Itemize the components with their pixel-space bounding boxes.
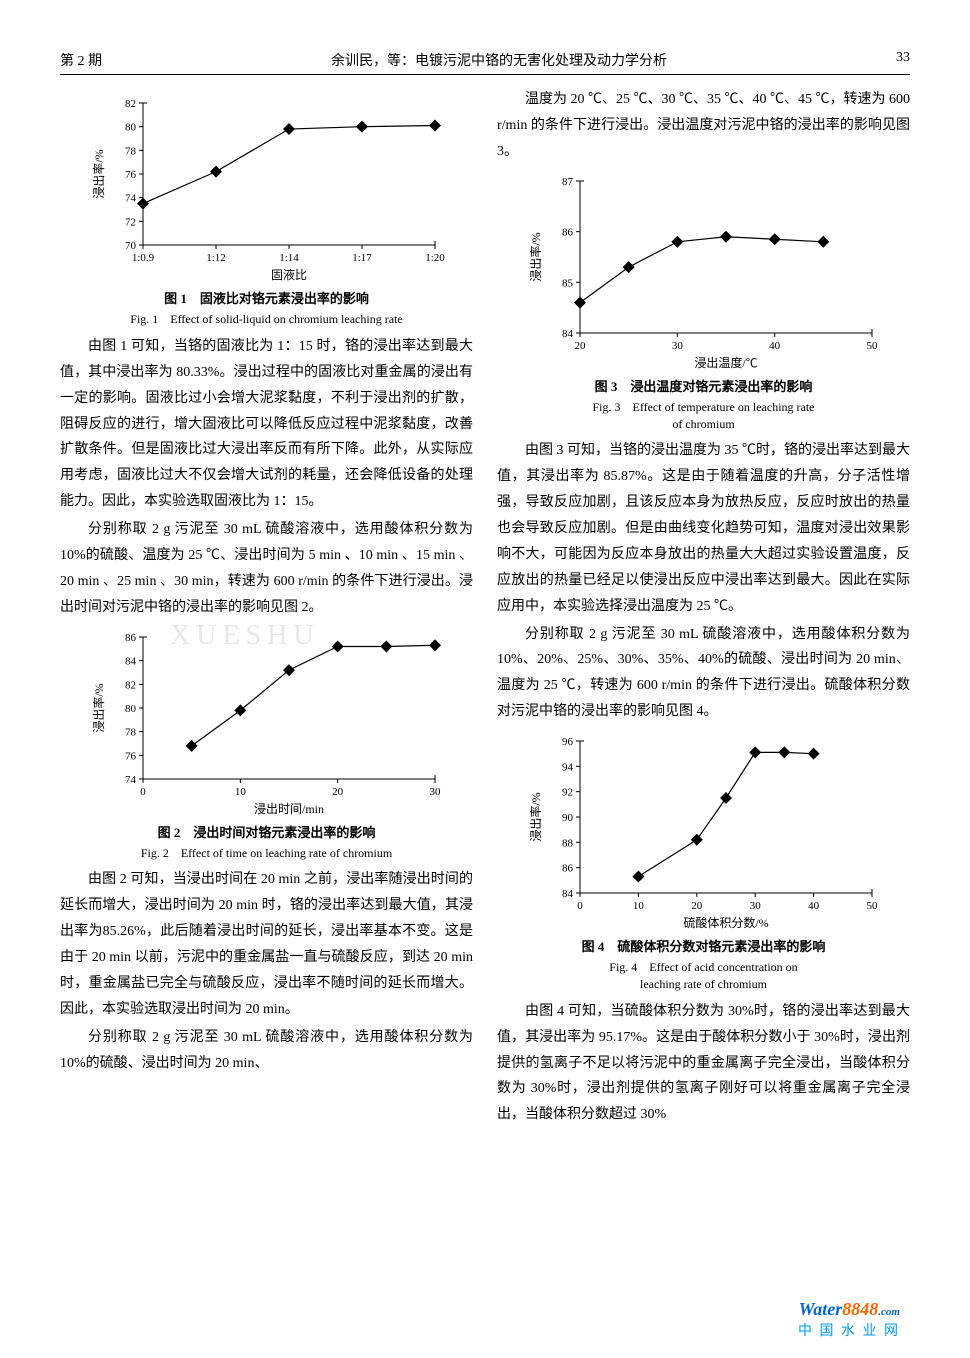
para-l2: 分别称取 2 g 污泥至 30 mL 硫酸溶液中，选用酸体积分数为 10%的硫酸… [60, 517, 473, 621]
chart4-title-en: Fig. 4 Effect of acid concentration onle… [497, 959, 910, 993]
svg-text:76: 76 [125, 750, 137, 762]
svg-text:1:14: 1:14 [279, 252, 299, 264]
chart-1: 70 72 74 76 78 80 82 1:0.9 1:12 1:14 1:17 1:20 固液比 浸出… [60, 93, 473, 328]
svg-text:92: 92 [562, 787, 573, 799]
svg-text:80: 80 [125, 122, 137, 134]
svg-text:40: 40 [769, 340, 781, 352]
wm-logo-1: Water [799, 1299, 843, 1319]
svg-text:80: 80 [125, 703, 137, 715]
svg-text:硫酸体积分数/%: 硫酸体积分数/% [683, 915, 768, 930]
svg-text:30: 30 [749, 900, 761, 912]
svg-text:1:0.9: 1:0.9 [131, 252, 154, 264]
svg-text:浸出率/%: 浸出率/% [528, 792, 543, 841]
right-column: 温度为 20 ℃、25 ℃、30 ℃、35 ℃、40 ℃、45 ℃，转速为 60… [497, 87, 910, 1130]
svg-text:70: 70 [125, 240, 137, 252]
svg-text:74: 74 [125, 193, 137, 205]
svg-text:40: 40 [808, 900, 820, 912]
svg-text:浸出率/%: 浸出率/% [91, 683, 106, 732]
svg-text:82: 82 [125, 679, 136, 691]
chart2-title-cn: 图 2 浸出时间对铬元素浸出率的影响 [60, 821, 473, 845]
svg-text:87: 87 [562, 176, 574, 188]
svg-text:10: 10 [632, 900, 644, 912]
para-r1: 由图 3 可知，当铬的浸出温度为 35 ℃时，铬的浸出率达到最大值，其浸出率为 … [497, 438, 910, 619]
para-r2: 分别称取 2 g 污泥至 30 mL 硫酸溶液中，选用酸体积分数为 10%、20… [497, 622, 910, 726]
svg-text:50: 50 [866, 340, 878, 352]
svg-text:74: 74 [125, 774, 137, 786]
svg-text:86: 86 [125, 632, 137, 644]
chart-3: 84 85 86 87 20 30 40 50 浸出温度/℃ 浸出率/% 图 3 浸出温度对铬元素… [497, 171, 910, 433]
svg-text:20: 20 [574, 340, 586, 352]
svg-text:固液比: 固液比 [270, 267, 306, 282]
svg-text:96: 96 [562, 736, 574, 748]
svg-text:10: 10 [234, 786, 246, 798]
chart2-title-en: Fig. 2 Effect of time on leaching rate o… [60, 845, 473, 862]
wm-logo-2: 8848 [842, 1299, 878, 1319]
chart1-title-en: Fig. 1 Effect of solid-liquid on chromiu… [60, 311, 473, 328]
wm-cn: 中 国 水 业 网 [798, 1324, 900, 1339]
para-l1: 由图 1 可知，当铬的固液比为 1：15 时，铬的浸出率达到最大值，其中浸出率为… [60, 334, 473, 515]
para-r0: 温度为 20 ℃、25 ℃、30 ℃、35 ℃、40 ℃、45 ℃，转速为 60… [497, 87, 910, 165]
svg-text:84: 84 [562, 328, 574, 340]
header-center: 余训民，等：电镀污泥中铬的无害化处理及动力学分析 [331, 50, 667, 70]
svg-text:20: 20 [332, 786, 344, 798]
svg-text:30: 30 [671, 340, 683, 352]
chart-2: 74 76 78 80 82 84 86 0 10 20 30 浸出时间/min 浸出率/% 图 2 浸… [60, 627, 473, 862]
svg-text:0: 0 [577, 900, 583, 912]
chart4-title-cn: 图 4 硫酸体积分数对铬元素浸出率的影响 [497, 935, 910, 959]
svg-text:1:12: 1:12 [206, 252, 226, 264]
svg-text:浸出温度/℃: 浸出温度/℃ [694, 355, 757, 370]
svg-text:94: 94 [562, 761, 574, 773]
para-r3: 由图 4 可知，当硫酸体积分数为 30%时，铬的浸出率达到最大值，其浸出率为 9… [497, 999, 910, 1128]
watermark: Water8848.com 中 国 水 业 网 [798, 1299, 900, 1340]
chart1-title-cn: 图 1 固液比对铬元素浸出率的影响 [60, 287, 473, 311]
svg-text:72: 72 [125, 216, 136, 228]
svg-text:85: 85 [562, 277, 574, 289]
svg-text:84: 84 [125, 655, 137, 667]
svg-text:76: 76 [125, 169, 137, 181]
para-l4: 分别称取 2 g 污泥至 30 mL 硫酸溶液中，选用酸体积分数为 10%的硫酸… [60, 1025, 473, 1077]
svg-text:30: 30 [429, 786, 441, 798]
svg-text:浸出率/%: 浸出率/% [528, 232, 543, 281]
svg-text:50: 50 [866, 900, 878, 912]
left-column: 707274767880821:0.91:121:141:171:20固液比浸出… [60, 87, 473, 1130]
svg-text:86: 86 [562, 863, 574, 875]
chart3-title-cn: 图 3 浸出温度对铬元素浸出率的影响 [497, 375, 910, 399]
header-right: 33 [896, 50, 910, 70]
page-header: 第 2 期 余训民，等：电镀污泥中铬的无害化处理及动力学分析 33 [60, 50, 910, 75]
svg-text:78: 78 [125, 145, 137, 157]
svg-text:90: 90 [562, 812, 574, 824]
svg-text:88: 88 [562, 837, 574, 849]
chart-4: 84 86 88 90 92 94 96 0 10 20 30 40 50 硫酸体积分数/% 浸出率/% 图… [497, 731, 910, 993]
svg-text:86: 86 [562, 226, 574, 238]
chart3-title-en: Fig. 3 Effect of temperature on leaching… [497, 399, 910, 433]
wm-suffix: .com [878, 1306, 900, 1318]
svg-text:84: 84 [562, 888, 574, 900]
svg-text:浸出率/%: 浸出率/% [91, 149, 106, 198]
svg-text:浸出时间/min: 浸出时间/min [253, 802, 323, 816]
svg-text:1:20: 1:20 [425, 252, 445, 264]
header-left: 第 2 期 [60, 50, 102, 70]
svg-text:1:17: 1:17 [352, 252, 372, 264]
svg-text:82: 82 [125, 98, 136, 110]
svg-text:20: 20 [691, 900, 703, 912]
svg-text:78: 78 [125, 726, 137, 738]
svg-text:0: 0 [140, 786, 146, 798]
para-l3: 由图 2 可知，当浸出时间在 20 min 之前，浸出率随浸出时间的延长而增大，… [60, 867, 473, 1022]
